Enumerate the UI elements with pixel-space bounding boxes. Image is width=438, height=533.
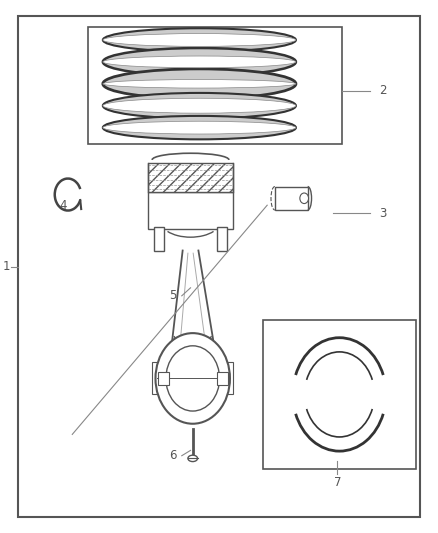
Bar — [217, 372, 228, 385]
Ellipse shape — [103, 48, 296, 76]
Circle shape — [300, 193, 308, 204]
Bar — [152, 362, 163, 394]
Bar — [148, 192, 233, 229]
Text: 4: 4 — [60, 199, 67, 212]
Ellipse shape — [103, 34, 296, 46]
Ellipse shape — [103, 116, 296, 139]
Text: 2: 2 — [379, 84, 387, 97]
Text: 5: 5 — [170, 289, 177, 302]
Ellipse shape — [188, 455, 198, 462]
Text: 1: 1 — [3, 260, 11, 273]
Ellipse shape — [103, 79, 296, 88]
Bar — [275, 187, 307, 210]
Bar — [148, 163, 233, 192]
Text: 6: 6 — [169, 449, 177, 462]
Ellipse shape — [103, 28, 296, 52]
Bar — [223, 362, 233, 394]
Ellipse shape — [103, 93, 296, 118]
Bar — [217, 227, 226, 251]
Ellipse shape — [103, 121, 296, 134]
Circle shape — [155, 333, 230, 424]
Ellipse shape — [103, 69, 296, 99]
Bar — [158, 372, 169, 385]
Ellipse shape — [103, 98, 296, 113]
Bar — [154, 227, 164, 251]
Circle shape — [166, 346, 219, 411]
Ellipse shape — [103, 56, 296, 68]
Text: 3: 3 — [380, 207, 387, 220]
Text: 7: 7 — [333, 476, 341, 489]
Bar — [263, 320, 416, 469]
Bar — [88, 27, 342, 144]
